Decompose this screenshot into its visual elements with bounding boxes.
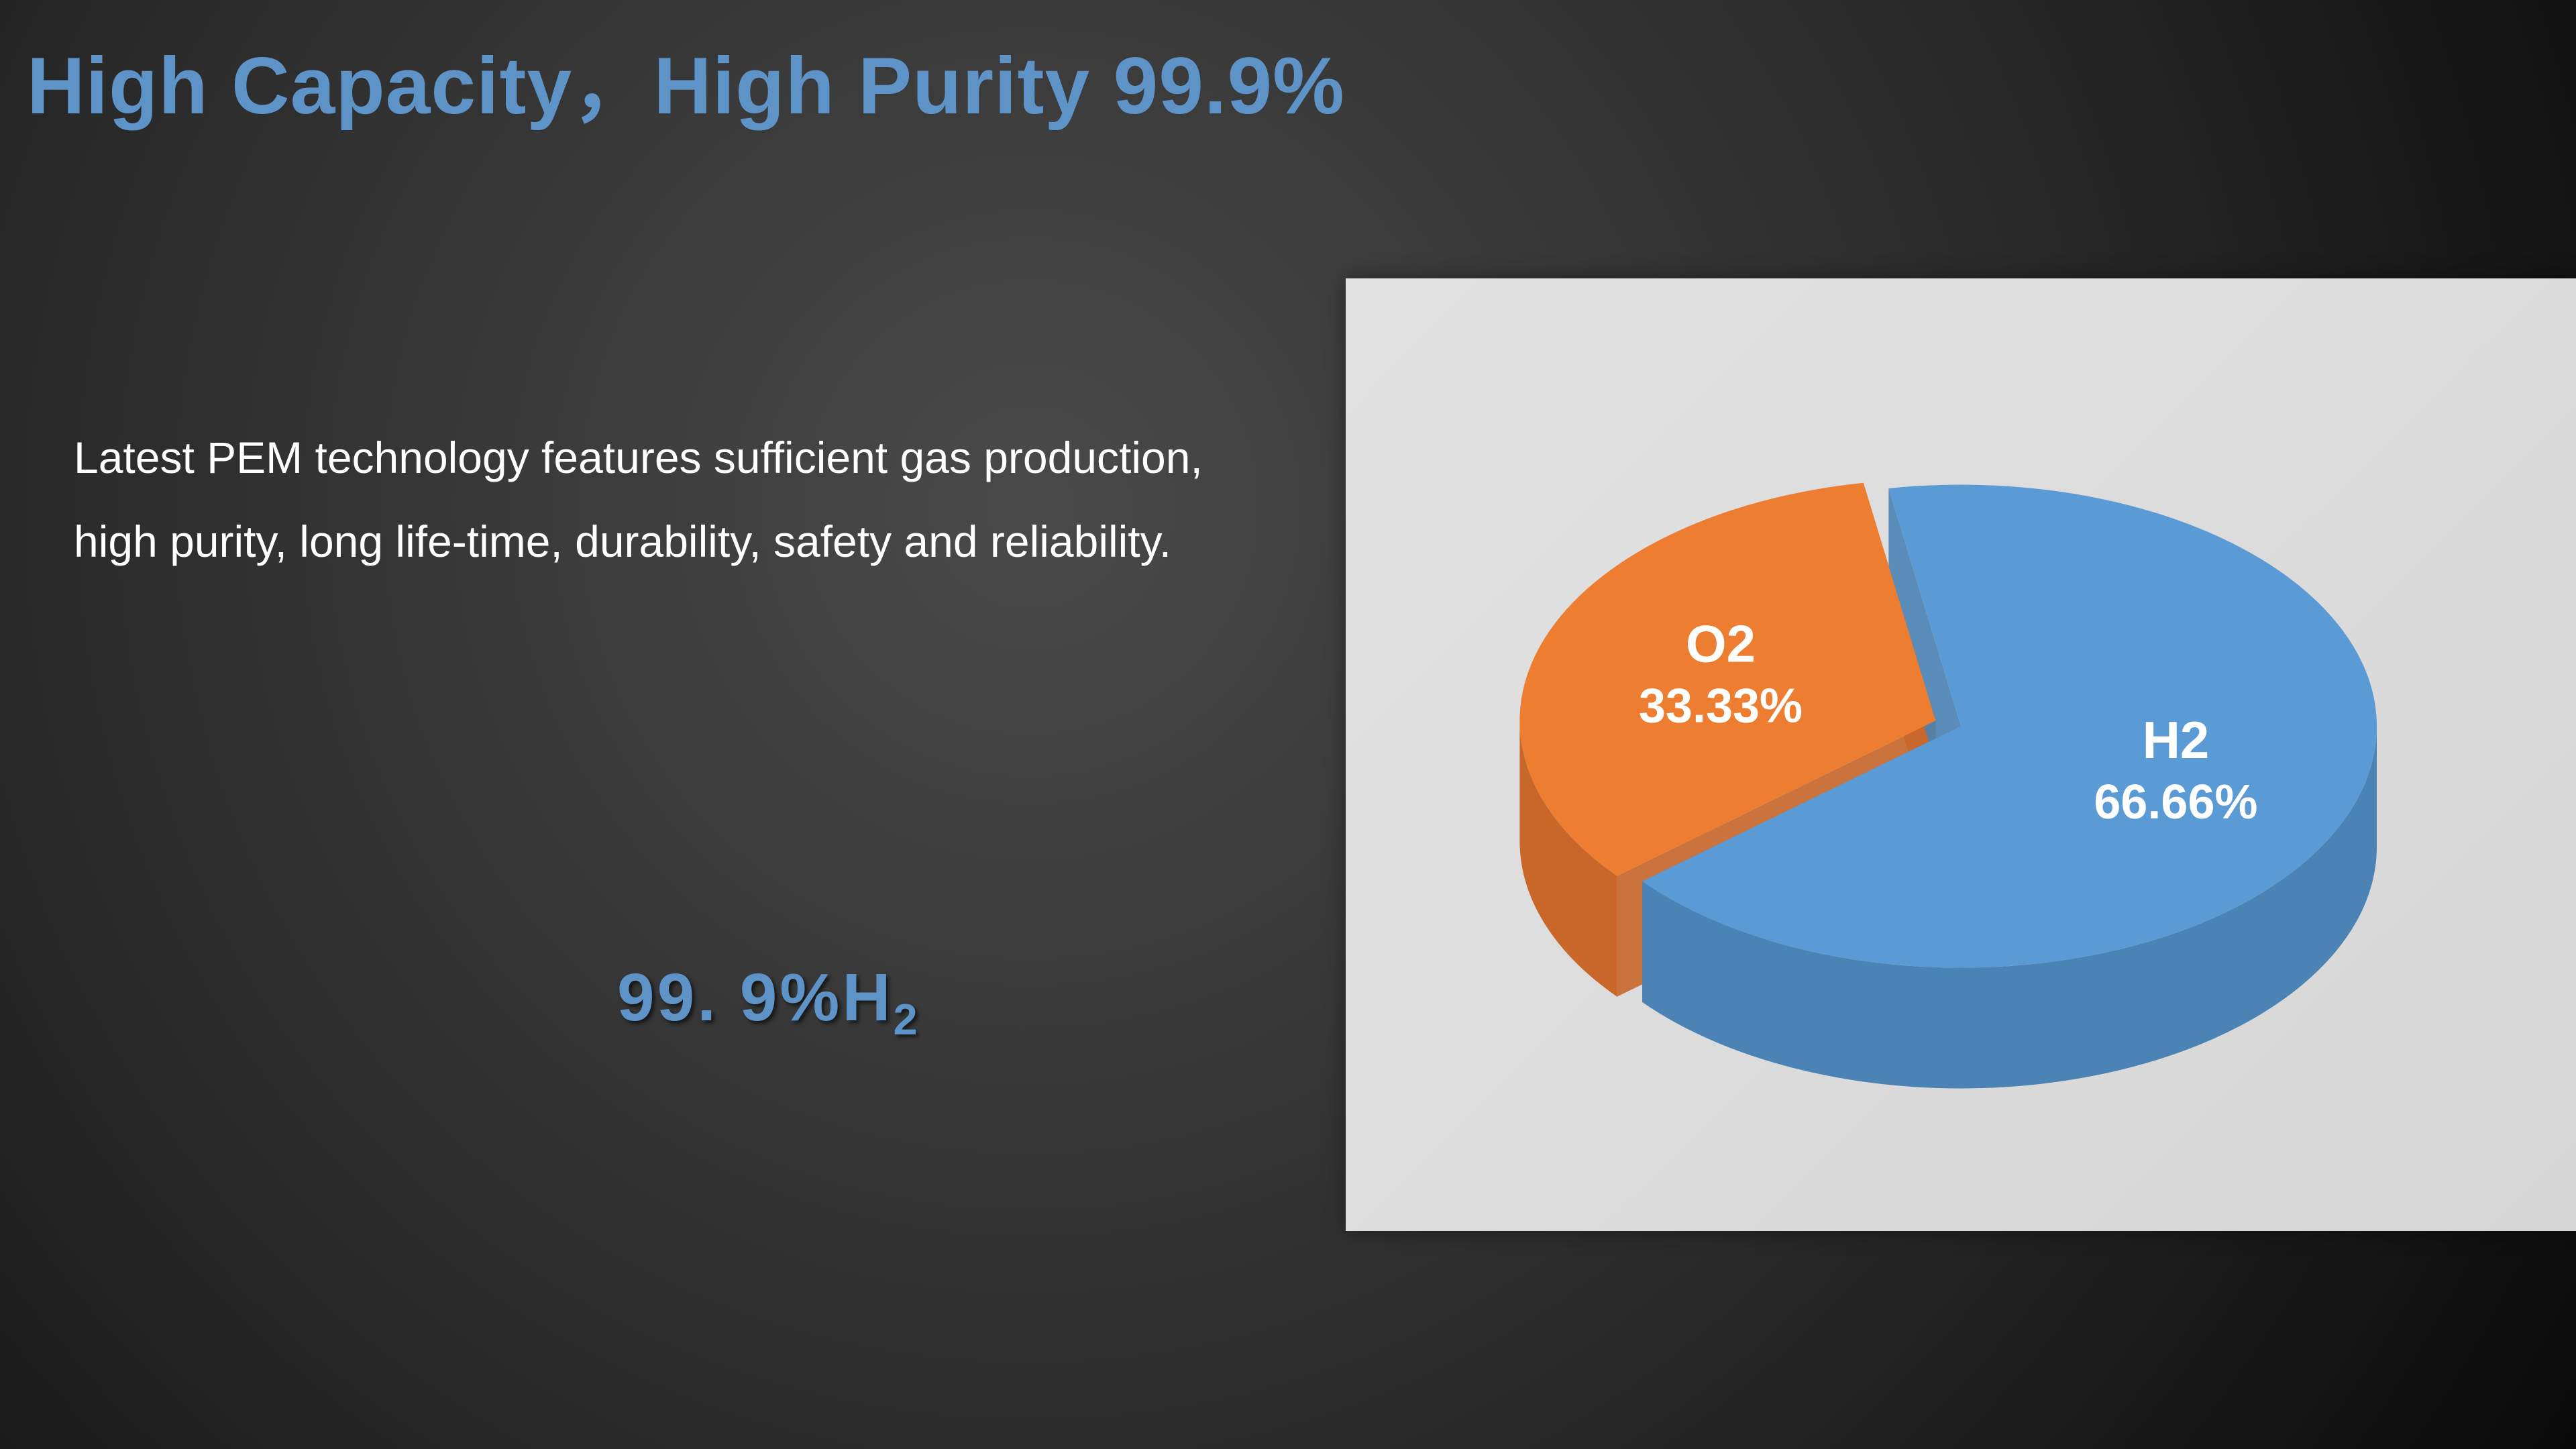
- pie-label-o2-name: O2: [1686, 614, 1756, 674]
- pie-chart: H2 66.66% O2 33.33%: [1404, 351, 2518, 1159]
- slide-root: High Capacity，High Purity 99.9% Latest P…: [0, 0, 2576, 1449]
- pie-label-o2-value: 33.33%: [1639, 680, 1803, 733]
- purity-callout: 99. 9%H2: [617, 959, 920, 1044]
- pie-chart-svg: H2 66.66% O2 33.33%: [1404, 351, 2518, 1156]
- purity-subscript: 2: [894, 995, 920, 1044]
- purity-prefix: 99. 9%H: [617, 960, 894, 1035]
- slide-title: High Capacity，High Purity 99.9%: [27, 20, 1345, 137]
- pie-chart-panel: H2 66.66% O2 33.33%: [1346, 278, 2576, 1231]
- slide-description: Latest PEM technology features sufficien…: [74, 416, 1254, 584]
- pie-label-h2-name: H2: [2143, 710, 2210, 769]
- pie-label-h2-value: 66.66%: [2094, 775, 2257, 829]
